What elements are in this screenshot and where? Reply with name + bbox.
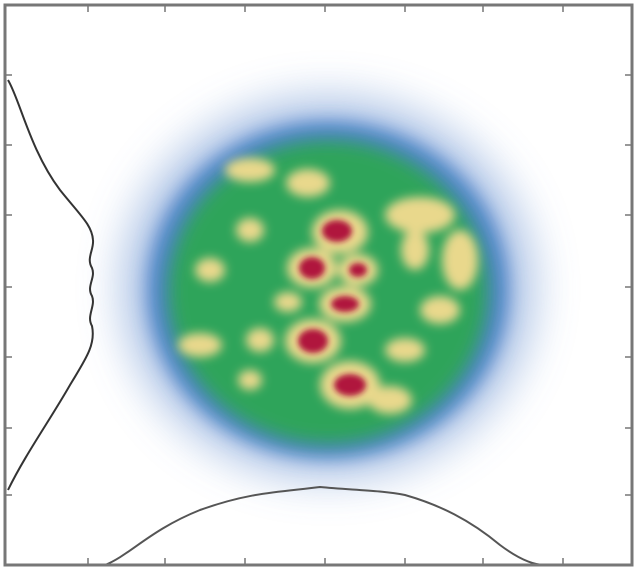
intensity-map <box>123 98 533 478</box>
beam-profile-image <box>0 0 637 568</box>
